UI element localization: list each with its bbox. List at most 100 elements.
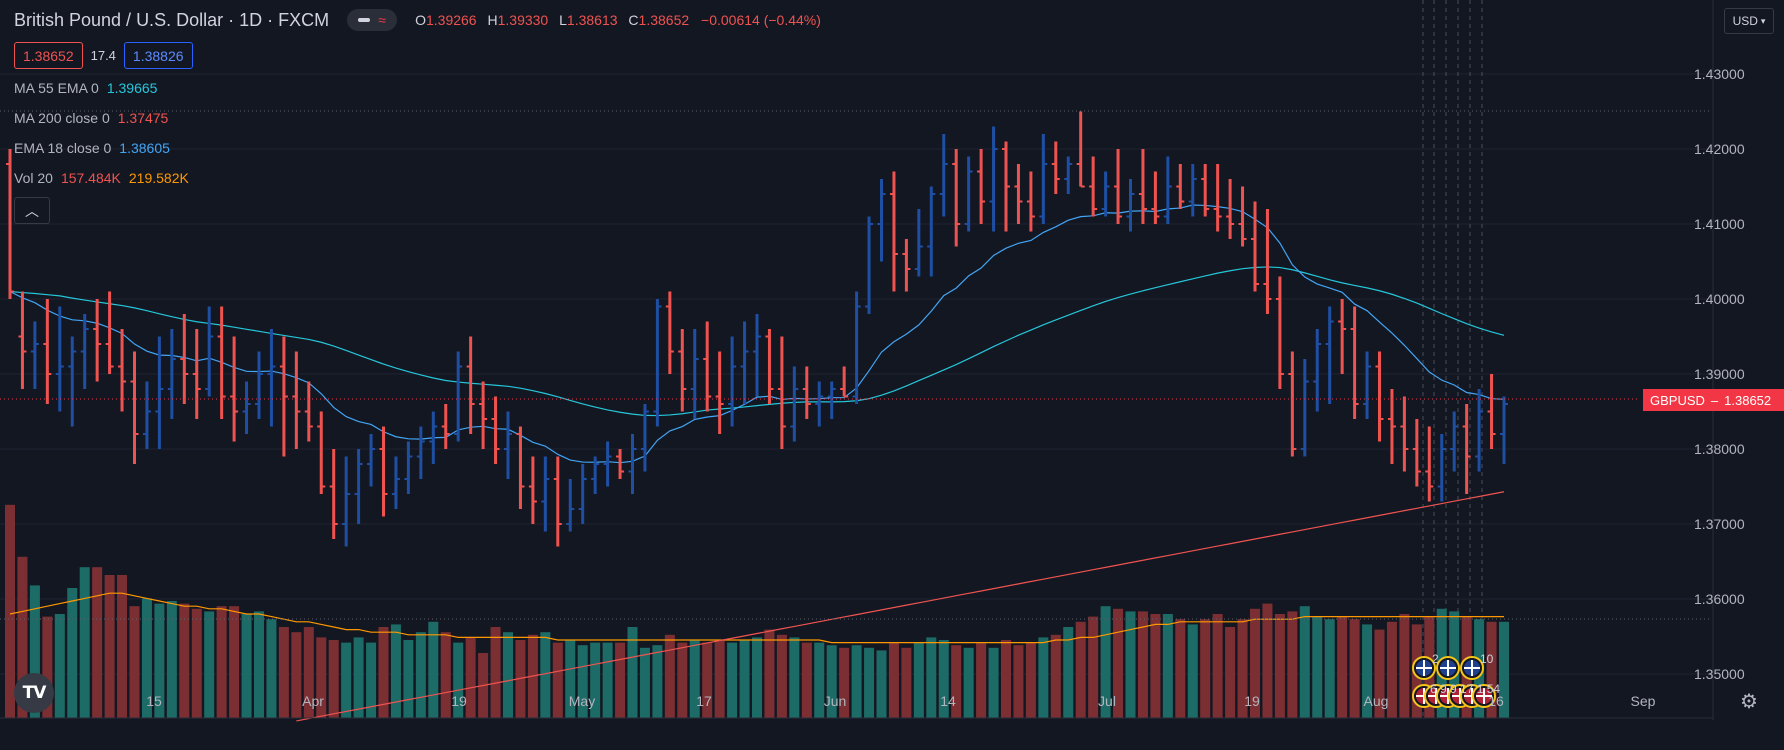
ohlc-bar[interactable] xyxy=(379,426,388,517)
ohlc-bar[interactable] xyxy=(927,186,936,277)
ohlc-bar[interactable] xyxy=(939,134,948,217)
ohlc-bar[interactable] xyxy=(1487,374,1496,449)
event-badge[interactable] xyxy=(1436,656,1460,680)
ohlc-bar[interactable] xyxy=(68,336,77,427)
ohlc-bar[interactable] xyxy=(6,149,14,299)
ohlc-bar[interactable] xyxy=(578,464,587,524)
ohlc-bar[interactable] xyxy=(1213,164,1222,232)
ohlc-bar[interactable] xyxy=(1263,209,1272,314)
ohlc-bar[interactable] xyxy=(429,411,438,465)
ohlc-bar[interactable] xyxy=(964,156,973,232)
ohlc-bar[interactable] xyxy=(255,351,263,420)
ohlc-bar[interactable] xyxy=(1163,156,1172,225)
ohlc-bar[interactable] xyxy=(1188,164,1197,217)
settings-gear-icon[interactable]: ⚙ xyxy=(1740,691,1758,713)
ohlc-bar[interactable] xyxy=(1126,179,1135,232)
ohlc-bar[interactable] xyxy=(952,149,961,247)
collapse-legend-button[interactable]: ︿ xyxy=(14,197,50,224)
ohlc-bar[interactable] xyxy=(1064,156,1073,195)
ohlc-bar[interactable] xyxy=(1500,396,1508,465)
ohlc-bar[interactable] xyxy=(1251,201,1259,292)
ohlc-bar[interactable] xyxy=(1425,426,1434,502)
ohlc-bar[interactable] xyxy=(603,441,612,487)
buy-button[interactable]: 1.38826 xyxy=(123,42,193,69)
ohlc-bar[interactable] xyxy=(678,329,687,412)
ohlc-bar[interactable] xyxy=(802,366,811,420)
ohlc-bar[interactable] xyxy=(1039,134,1048,224)
ohlc-bar[interactable] xyxy=(690,329,699,419)
ohlc-bar[interactable] xyxy=(1412,419,1421,487)
ohlc-bar[interactable] xyxy=(1002,141,1010,232)
ohlc-bar[interactable] xyxy=(1014,164,1023,224)
ohlc-bar[interactable] xyxy=(541,456,550,532)
ohlc-bar[interactable] xyxy=(653,299,662,427)
sell-button[interactable]: 1.38652 xyxy=(14,42,83,69)
ohlc-bar[interactable] xyxy=(914,209,923,277)
indicator-ma55[interactable]: MA 55 EMA 0 1.39665 xyxy=(14,80,158,96)
ohlc-bar[interactable] xyxy=(267,329,276,427)
ohlc-bar[interactable] xyxy=(765,329,774,404)
ohlc-bar[interactable] xyxy=(105,291,114,375)
ohlc-bar[interactable] xyxy=(1437,434,1446,502)
ohlc-bar[interactable] xyxy=(753,314,761,397)
ohlc-bar[interactable] xyxy=(1176,164,1185,209)
ohlc-bar[interactable] xyxy=(815,381,824,427)
ohlc-bar[interactable] xyxy=(441,404,450,449)
indicator-ma200[interactable]: MA 200 close 0 1.37475 xyxy=(14,110,169,126)
ohlc-bar[interactable] xyxy=(1101,171,1110,217)
ohlc-bar[interactable] xyxy=(516,426,525,510)
ohlc-bar[interactable] xyxy=(1475,389,1484,472)
ohlc-bar[interactable] xyxy=(1338,299,1347,374)
ohlc-bar[interactable] xyxy=(404,441,413,495)
ohlc-bar[interactable] xyxy=(1313,329,1322,412)
ohlc-bar[interactable] xyxy=(491,396,500,465)
ohlc-bar[interactable] xyxy=(180,314,189,404)
ohlc-bar[interactable] xyxy=(217,306,226,420)
ohlc-bar[interactable] xyxy=(777,336,786,450)
ohlc-bar[interactable] xyxy=(93,299,102,382)
ohlc-bar[interactable] xyxy=(728,336,737,427)
currency-selector[interactable]: USD ▾ xyxy=(1724,8,1774,34)
ohlc-bar[interactable] xyxy=(889,171,898,292)
ohlc-bar[interactable] xyxy=(1450,411,1459,472)
event-badge[interactable] xyxy=(1460,656,1484,680)
ohlc-bar[interactable] xyxy=(155,336,164,450)
ohlc-bar[interactable] xyxy=(840,366,849,398)
ohlc-bar[interactable] xyxy=(528,456,537,525)
ohlc-bar[interactable] xyxy=(230,336,239,442)
ohlc-bar[interactable] xyxy=(1300,359,1309,457)
ohlc-bar[interactable] xyxy=(1400,396,1409,472)
ohlc-bar[interactable] xyxy=(367,434,376,487)
ohlc-bar[interactable] xyxy=(242,381,251,435)
ohlc-bar[interactable] xyxy=(205,306,214,397)
ohlc-bar[interactable] xyxy=(18,291,27,390)
ohlc-bar[interactable] xyxy=(167,329,176,419)
ohlc-bar[interactable] xyxy=(43,299,52,404)
ohlc-bar[interactable] xyxy=(566,479,575,532)
ohlc-bar[interactable] xyxy=(1026,171,1035,232)
ohlc-bar[interactable] xyxy=(1051,141,1060,195)
ohlc-bar[interactable] xyxy=(304,381,313,442)
tradingview-logo[interactable]: TV xyxy=(14,673,54,713)
ohlc-bar[interactable] xyxy=(977,149,986,224)
ohlc-bar[interactable] xyxy=(1114,149,1123,224)
ohlc-bar[interactable] xyxy=(30,321,39,390)
ohlc-bar[interactable] xyxy=(1226,179,1235,239)
ohlc-bar[interactable] xyxy=(342,456,351,547)
ohlc-bar[interactable] xyxy=(329,449,338,539)
indicator-ema18[interactable]: EMA 18 close 0 1.38605 xyxy=(14,140,170,156)
ohlc-bar[interactable] xyxy=(703,321,712,412)
ohlc-bar[interactable] xyxy=(1350,306,1359,420)
ohlc-bar[interactable] xyxy=(715,351,724,435)
indicator-volume[interactable]: Vol 20 157.484K 219.582K xyxy=(14,170,189,186)
ohlc-bar[interactable] xyxy=(1089,156,1098,217)
ohlc-bar[interactable] xyxy=(1076,111,1085,188)
ohlc-bar[interactable] xyxy=(391,456,400,510)
event-badge[interactable] xyxy=(1412,656,1436,680)
ohlc-bar[interactable] xyxy=(1238,186,1247,247)
ohlc-bar[interactable] xyxy=(865,216,874,315)
ohlc-bar[interactable] xyxy=(1151,171,1160,225)
ohlc-bar[interactable] xyxy=(740,321,749,405)
event-badge[interactable] xyxy=(1472,684,1496,708)
ohlc-bar[interactable] xyxy=(790,366,799,442)
